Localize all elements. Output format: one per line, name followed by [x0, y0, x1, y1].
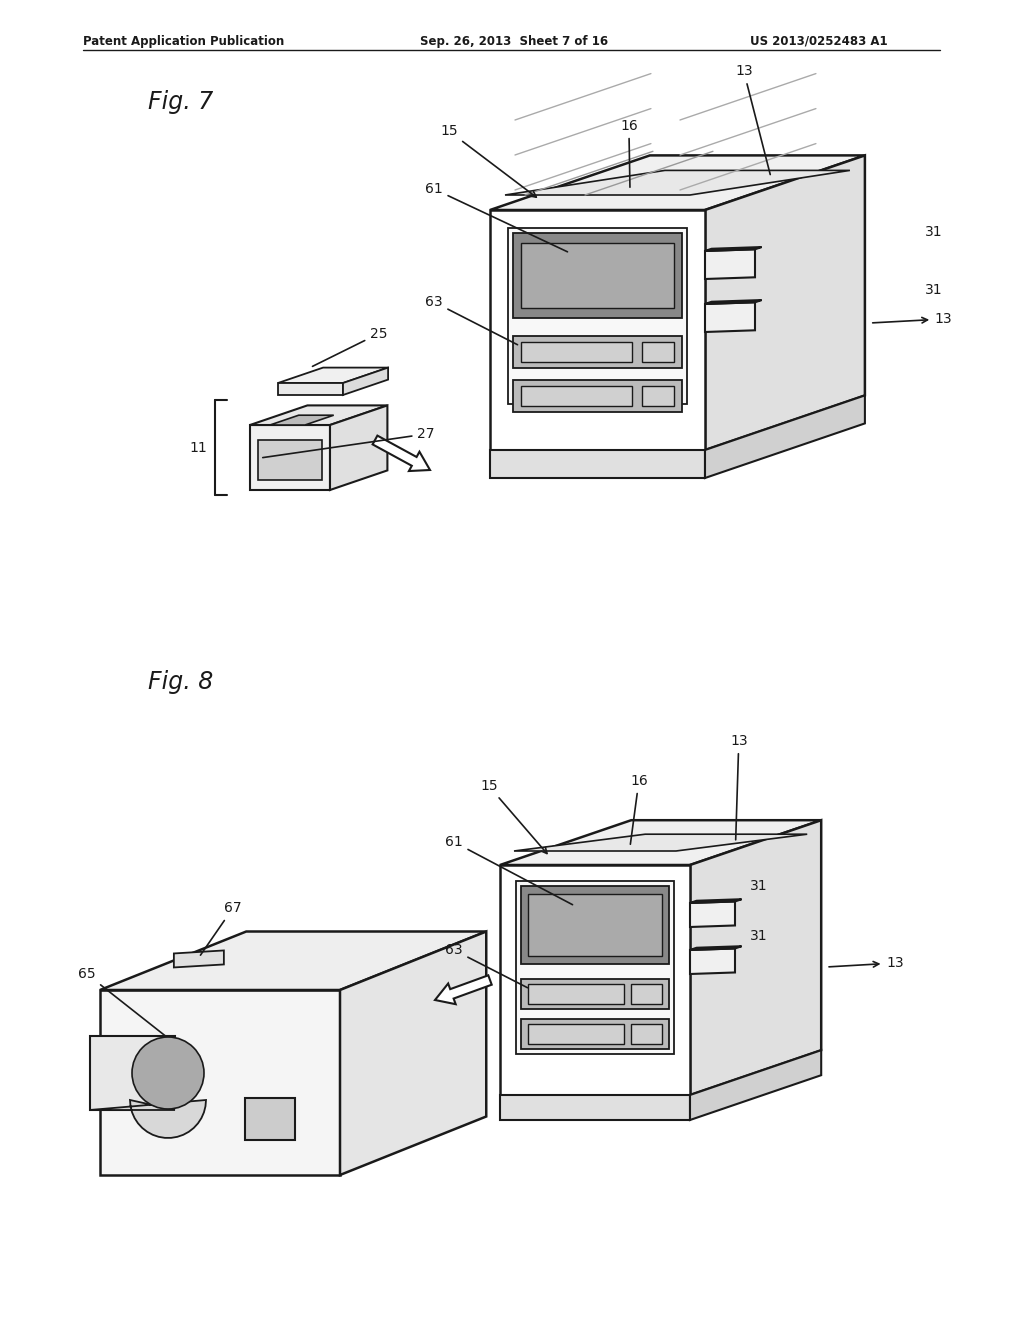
Polygon shape — [513, 380, 682, 412]
Polygon shape — [100, 990, 340, 1175]
Polygon shape — [270, 416, 334, 425]
Polygon shape — [705, 396, 865, 478]
Polygon shape — [513, 337, 682, 368]
Polygon shape — [490, 156, 865, 210]
Polygon shape — [500, 820, 821, 865]
Text: 27: 27 — [263, 426, 435, 458]
Text: 67: 67 — [201, 902, 242, 956]
Polygon shape — [516, 880, 674, 1053]
Polygon shape — [508, 228, 687, 404]
Text: 65: 65 — [78, 968, 166, 1036]
Polygon shape — [528, 1024, 624, 1044]
Polygon shape — [278, 367, 388, 383]
Circle shape — [154, 1059, 182, 1086]
Circle shape — [147, 1052, 189, 1094]
Polygon shape — [343, 367, 388, 395]
Polygon shape — [505, 170, 850, 195]
Text: 31: 31 — [925, 282, 942, 297]
Polygon shape — [500, 865, 690, 1096]
Text: US 2013/0252483 A1: US 2013/0252483 A1 — [750, 36, 888, 48]
Polygon shape — [705, 300, 762, 304]
Polygon shape — [514, 834, 807, 851]
Polygon shape — [690, 899, 741, 903]
Polygon shape — [330, 405, 387, 490]
Text: 13: 13 — [730, 734, 748, 840]
Polygon shape — [250, 405, 387, 425]
Text: 11: 11 — [189, 441, 207, 454]
Text: 15: 15 — [440, 124, 537, 197]
Circle shape — [139, 1044, 197, 1102]
Text: 13: 13 — [872, 312, 952, 326]
Polygon shape — [690, 946, 741, 950]
Text: 63: 63 — [425, 294, 517, 345]
Polygon shape — [521, 385, 632, 407]
Text: 13: 13 — [735, 65, 770, 174]
Polygon shape — [278, 383, 343, 395]
Polygon shape — [690, 902, 735, 927]
Text: 15: 15 — [480, 779, 547, 854]
Polygon shape — [250, 425, 330, 490]
Text: 25: 25 — [312, 326, 387, 367]
Circle shape — [132, 1038, 204, 1109]
Polygon shape — [513, 234, 682, 318]
Polygon shape — [690, 949, 735, 974]
Text: 31: 31 — [925, 224, 942, 239]
Polygon shape — [90, 1100, 206, 1138]
Polygon shape — [100, 932, 486, 990]
Text: 63: 63 — [445, 942, 527, 987]
Polygon shape — [690, 820, 821, 1096]
FancyArrow shape — [435, 975, 492, 1005]
Polygon shape — [521, 979, 669, 1008]
Text: Fig. 7: Fig. 7 — [148, 90, 213, 114]
Text: Sep. 26, 2013  Sheet 7 of 16: Sep. 26, 2013 Sheet 7 of 16 — [420, 36, 608, 48]
Polygon shape — [705, 156, 865, 450]
Polygon shape — [521, 886, 669, 964]
Polygon shape — [174, 950, 224, 968]
Text: 16: 16 — [620, 119, 638, 187]
Polygon shape — [245, 1098, 295, 1140]
Text: 13: 13 — [829, 956, 904, 970]
Polygon shape — [258, 440, 322, 480]
Text: Fig. 8: Fig. 8 — [148, 671, 213, 694]
Text: 16: 16 — [630, 774, 648, 845]
Polygon shape — [631, 983, 662, 1005]
Polygon shape — [340, 932, 486, 1175]
Polygon shape — [521, 243, 674, 308]
Polygon shape — [705, 247, 762, 251]
Polygon shape — [631, 1024, 662, 1044]
Polygon shape — [521, 342, 632, 362]
Text: 31: 31 — [750, 879, 767, 892]
Polygon shape — [490, 450, 705, 478]
Polygon shape — [642, 342, 674, 362]
Polygon shape — [705, 249, 755, 279]
Circle shape — [161, 1067, 175, 1080]
Text: 61: 61 — [425, 182, 567, 252]
Polygon shape — [528, 983, 624, 1005]
FancyArrow shape — [373, 436, 430, 471]
Text: 61: 61 — [445, 836, 572, 904]
Polygon shape — [528, 894, 662, 956]
Text: Patent Application Publication: Patent Application Publication — [83, 36, 285, 48]
Polygon shape — [90, 1036, 175, 1110]
Polygon shape — [500, 1096, 690, 1119]
Polygon shape — [642, 385, 674, 407]
Polygon shape — [521, 1019, 669, 1049]
Polygon shape — [705, 302, 755, 333]
Text: 31: 31 — [750, 929, 767, 942]
Polygon shape — [490, 210, 705, 450]
Polygon shape — [690, 1051, 821, 1119]
